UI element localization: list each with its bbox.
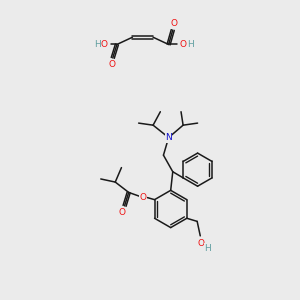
Text: O: O — [101, 40, 108, 49]
Text: O: O — [198, 238, 205, 247]
Text: O: O — [119, 208, 126, 217]
Text: H: H — [204, 244, 211, 253]
Text: H: H — [187, 40, 194, 49]
Text: O: O — [170, 19, 177, 28]
Text: N: N — [165, 133, 172, 142]
Text: O: O — [180, 40, 187, 49]
Text: H: H — [94, 40, 101, 49]
Text: O: O — [108, 60, 115, 69]
Text: O: O — [140, 193, 147, 202]
